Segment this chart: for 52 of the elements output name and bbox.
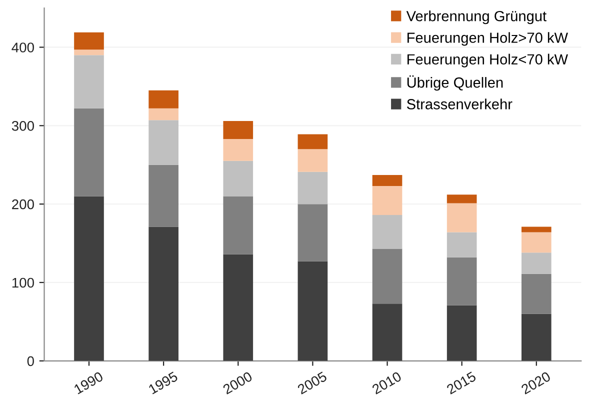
bar xyxy=(521,314,552,361)
bar xyxy=(372,304,402,361)
bar xyxy=(74,55,104,108)
legend-label: Feuerungen Holz>70 kW xyxy=(408,32,568,46)
x-tick-label: 2000 xyxy=(222,371,253,395)
bar xyxy=(74,32,104,50)
bar xyxy=(74,108,104,196)
bar xyxy=(372,186,402,216)
bar xyxy=(372,215,402,249)
x-tick-label: 2010 xyxy=(371,371,402,395)
bar xyxy=(446,194,477,204)
bar xyxy=(446,257,477,306)
x-tick-label: 1995 xyxy=(148,371,178,394)
bar xyxy=(446,232,477,258)
legend-label: Übrige Quellen xyxy=(407,75,503,91)
bar xyxy=(298,204,328,262)
bar xyxy=(148,164,178,227)
bar xyxy=(298,261,328,361)
x-tick-label: 2005 xyxy=(296,371,328,395)
bar xyxy=(223,196,254,254)
bar xyxy=(74,196,104,361)
legend-label: Verbrennung Grüngut xyxy=(406,10,546,24)
bar xyxy=(298,149,328,172)
bar xyxy=(148,226,178,361)
legend-label: Feuerungen Holz<70 kW xyxy=(408,54,568,68)
bar xyxy=(148,120,178,165)
bar xyxy=(521,274,552,314)
bar xyxy=(372,248,402,304)
bar xyxy=(148,90,178,108)
bar xyxy=(446,203,477,232)
bar xyxy=(521,252,552,274)
bar xyxy=(372,175,402,186)
y-tick-label: 200 xyxy=(12,199,34,210)
y-tick-label: 400 xyxy=(12,42,34,52)
bar xyxy=(521,226,552,232)
bar xyxy=(521,232,552,253)
x-tick-label: 1990 xyxy=(73,371,104,394)
bar xyxy=(223,120,254,139)
y-tick-label: 0 xyxy=(27,356,34,366)
bar xyxy=(148,108,178,120)
y-tick-label: 100 xyxy=(12,278,34,288)
y-tick-label: 300 xyxy=(12,120,34,131)
bar xyxy=(223,160,254,196)
bar xyxy=(446,305,477,361)
x-tick-label: 2020 xyxy=(520,371,552,395)
bar xyxy=(74,50,104,56)
bar xyxy=(298,134,328,150)
legend-label: Strassenverkehr xyxy=(406,98,512,110)
bar xyxy=(223,138,254,161)
x-tick-label: 2015 xyxy=(446,371,477,395)
bar xyxy=(223,254,254,361)
bar xyxy=(298,172,328,204)
